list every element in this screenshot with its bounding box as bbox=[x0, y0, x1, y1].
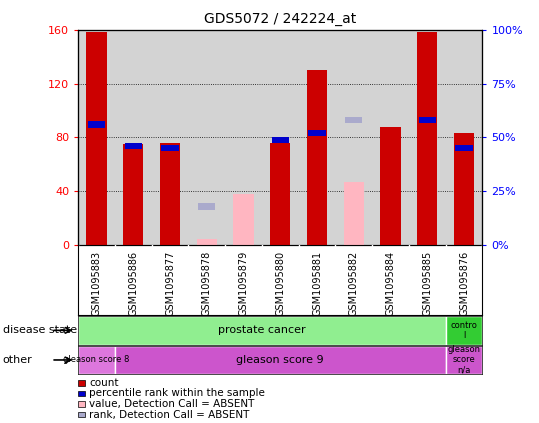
Bar bbox=[162, 145, 178, 151]
Bar bbox=[455, 145, 473, 151]
Text: rank, Detection Call = ABSENT: rank, Detection Call = ABSENT bbox=[89, 409, 250, 420]
Bar bbox=[123, 144, 143, 245]
Bar bbox=[272, 137, 289, 143]
Title: GDS5072 / 242224_at: GDS5072 / 242224_at bbox=[204, 12, 356, 26]
Text: value, Detection Call = ABSENT: value, Detection Call = ABSENT bbox=[89, 399, 255, 409]
Text: GSM1095884: GSM1095884 bbox=[385, 251, 396, 316]
Text: percentile rank within the sample: percentile rank within the sample bbox=[89, 388, 265, 398]
Bar bbox=[446, 316, 482, 345]
Text: contro
l: contro l bbox=[451, 321, 478, 340]
Bar bbox=[125, 143, 142, 149]
Bar bbox=[381, 127, 400, 245]
Text: GSM1095886: GSM1095886 bbox=[128, 251, 139, 316]
Text: GSM1095879: GSM1095879 bbox=[239, 251, 248, 316]
Bar bbox=[88, 121, 105, 128]
Bar bbox=[307, 70, 327, 245]
Bar bbox=[198, 203, 216, 209]
Bar bbox=[270, 143, 291, 245]
Text: gleason
score
n/a: gleason score n/a bbox=[447, 345, 481, 375]
Text: GSM1095881: GSM1095881 bbox=[312, 251, 322, 316]
Bar bbox=[233, 194, 254, 245]
Bar bbox=[446, 346, 482, 374]
Text: prostate cancer: prostate cancer bbox=[218, 325, 306, 335]
Text: GSM1095885: GSM1095885 bbox=[422, 251, 432, 316]
Text: other: other bbox=[3, 355, 32, 365]
Text: GSM1095877: GSM1095877 bbox=[165, 251, 175, 316]
Text: GSM1095883: GSM1095883 bbox=[92, 251, 101, 316]
Bar bbox=[86, 32, 107, 245]
Text: gleason score 9: gleason score 9 bbox=[237, 355, 324, 365]
Bar bbox=[417, 32, 437, 245]
Text: disease state: disease state bbox=[3, 325, 77, 335]
Bar bbox=[419, 117, 436, 123]
Bar bbox=[160, 143, 180, 245]
Text: GSM1095878: GSM1095878 bbox=[202, 251, 212, 316]
Bar bbox=[197, 239, 217, 245]
Bar bbox=[308, 130, 326, 136]
Bar bbox=[345, 117, 362, 123]
Bar bbox=[344, 182, 364, 245]
Bar bbox=[454, 133, 474, 245]
Text: count: count bbox=[89, 378, 119, 388]
Bar bbox=[78, 346, 115, 374]
Text: GSM1095880: GSM1095880 bbox=[275, 251, 285, 316]
Text: GSM1095882: GSM1095882 bbox=[349, 251, 359, 316]
Text: gleason score 8: gleason score 8 bbox=[64, 355, 130, 365]
Bar bbox=[115, 346, 446, 374]
Text: GSM1095876: GSM1095876 bbox=[459, 251, 469, 316]
